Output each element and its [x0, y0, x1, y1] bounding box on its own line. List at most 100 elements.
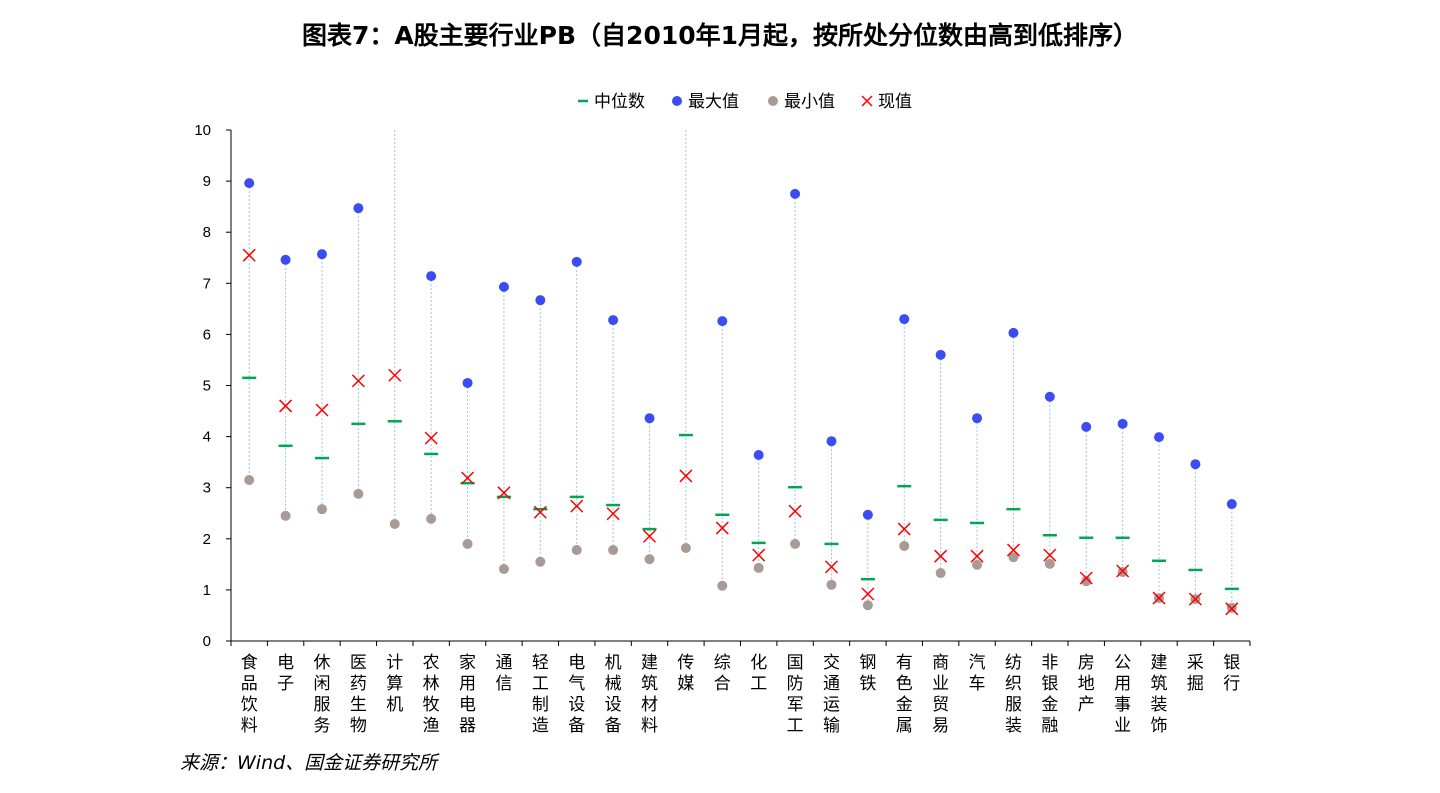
min-point	[498, 563, 509, 574]
x-category-label: 机械设备	[605, 653, 622, 736]
x-category-label: 通信	[495, 653, 512, 694]
max-point	[717, 316, 728, 327]
max-point	[1117, 418, 1128, 429]
x-category-label: 公用事业	[1114, 653, 1131, 736]
legend-label: 中位数	[594, 92, 645, 112]
max-point	[1081, 421, 1092, 432]
min-point	[826, 579, 837, 590]
y-tick-label: 4	[203, 429, 211, 446]
x-category-label: 商业贸易	[932, 653, 949, 736]
current-point	[715, 521, 729, 535]
min-point	[608, 545, 619, 556]
y-tick-label: 5	[203, 378, 211, 395]
min-point	[353, 488, 364, 499]
max-point	[899, 314, 910, 325]
x-category-label: 纺织服装	[1005, 653, 1022, 736]
min-point	[899, 540, 910, 551]
current-point	[824, 560, 839, 574]
current-point	[1043, 548, 1057, 562]
legend-label: 最小值	[784, 92, 835, 112]
min-point	[462, 538, 473, 549]
legend-label: 最大值	[688, 92, 739, 112]
current-point	[788, 504, 802, 518]
x-category-label: 银行	[1223, 653, 1240, 694]
min-point	[316, 504, 327, 515]
y-tick-label: 7	[203, 275, 211, 292]
x-category-label: 有色金属	[896, 653, 913, 736]
max-point	[644, 413, 655, 424]
current-point	[679, 469, 693, 483]
x-category-label: 轻工制造	[532, 653, 549, 736]
max-point	[426, 271, 437, 282]
min-point	[972, 559, 983, 570]
max-point	[826, 436, 837, 447]
x-category-label: 计算机	[386, 653, 403, 715]
max-point	[1226, 499, 1237, 510]
legend-current-icon	[861, 95, 873, 107]
max-point	[935, 349, 946, 360]
legend-min-icon	[768, 96, 778, 106]
min-point	[426, 513, 437, 524]
x-category-label: 采掘	[1187, 653, 1204, 694]
max-point	[498, 281, 509, 292]
current-point	[1152, 591, 1166, 605]
x-category-label: 家用电器	[459, 653, 476, 736]
current-point	[461, 471, 475, 485]
max-point	[790, 188, 801, 199]
y-tick-label: 9	[203, 173, 211, 190]
current-point	[897, 522, 911, 536]
max-point	[316, 249, 327, 260]
max-point	[608, 315, 619, 326]
x-category-label: 汽车	[969, 653, 986, 694]
x-category-label: 房地产	[1078, 653, 1095, 715]
max-point	[244, 178, 255, 189]
max-point	[972, 413, 983, 424]
current-point	[752, 548, 766, 562]
y-tick-label: 1	[203, 582, 211, 599]
max-point	[280, 254, 291, 265]
chart-title: 图表7：A股主要行业PB（自2010年1月起，按所处分位数由高到低排序）	[301, 21, 1139, 50]
x-category-label: 钢铁	[859, 653, 876, 694]
y-tick-label: 3	[203, 480, 211, 497]
x-category-label: 建筑装饰	[1151, 653, 1168, 736]
x-category-label: 休闲服务	[313, 653, 330, 736]
min-point	[1008, 552, 1019, 563]
current-point	[934, 549, 948, 563]
min-point	[753, 562, 764, 573]
x-category-label: 农林牧渔	[423, 653, 440, 736]
min-point	[1044, 558, 1055, 569]
min-point	[717, 580, 728, 591]
x-category-label: 非银金融	[1041, 653, 1058, 736]
min-point	[280, 510, 291, 521]
x-category-label: 国防军工	[787, 653, 804, 736]
current-point	[642, 529, 657, 543]
min-point	[680, 542, 691, 553]
y-tick-label: 0	[203, 633, 211, 650]
x-category-label: 交通运输	[823, 653, 840, 736]
max-point	[1008, 327, 1019, 338]
min-point	[535, 556, 546, 567]
max-point	[753, 449, 764, 460]
current-point	[388, 368, 402, 382]
min-point	[935, 568, 946, 579]
current-point	[570, 499, 584, 513]
x-category-label: 化工	[750, 653, 767, 694]
max-point	[862, 509, 873, 520]
y-tick-label: 10	[194, 122, 211, 139]
max-point	[353, 203, 364, 214]
x-category-label: 医药生物	[350, 653, 367, 736]
current-point	[424, 431, 438, 445]
legend-max-icon	[672, 96, 682, 106]
x-category-label: 电子	[277, 653, 294, 694]
max-point	[462, 377, 473, 388]
max-point	[1190, 459, 1201, 470]
current-point	[279, 399, 293, 413]
min-point	[571, 545, 582, 556]
x-category-label: 食品饮料	[241, 653, 258, 736]
max-point	[535, 295, 546, 306]
current-point	[1006, 543, 1020, 557]
legend-label: 现值	[878, 92, 912, 112]
current-point	[351, 374, 365, 388]
chart-source: 来源：Wind、国金证券研究所	[180, 752, 438, 774]
